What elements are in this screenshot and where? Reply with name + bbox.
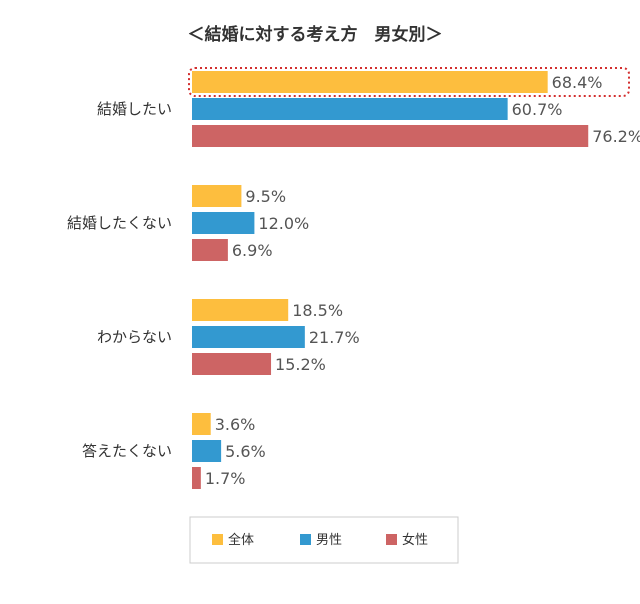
bar-male bbox=[192, 98, 508, 120]
legend-label: 男性 bbox=[316, 533, 342, 548]
value-label: 18.5% bbox=[292, 301, 343, 320]
category-label: 答えたくない bbox=[82, 442, 172, 460]
value-label: 1.7% bbox=[205, 469, 246, 488]
value-label: 6.9% bbox=[232, 241, 273, 260]
bar-female bbox=[192, 239, 228, 261]
value-label: 21.7% bbox=[309, 328, 360, 347]
bar-male bbox=[192, 212, 255, 234]
legend: 全体 男性 女性 bbox=[189, 516, 459, 564]
legend-label: 全体 bbox=[228, 532, 254, 548]
bar-female bbox=[192, 125, 589, 147]
bar-male bbox=[192, 440, 222, 462]
bar-male bbox=[192, 326, 305, 348]
value-label: 68.4% bbox=[552, 73, 603, 92]
chart-title: ＜結婚に対する考え方 男女別＞ bbox=[188, 24, 443, 45]
highlight-box bbox=[188, 67, 630, 97]
value-label: 12.0% bbox=[258, 214, 309, 233]
category-label: 結婚したくない bbox=[67, 214, 172, 232]
bars-layer: 結婚したい 68.4% 60.7% 76.2% 結婚したくない 9.5% 12.0% 6.9%… bbox=[67, 67, 640, 489]
value-label: 60.7% bbox=[512, 100, 563, 119]
bar-total bbox=[192, 299, 289, 321]
legend-swatch bbox=[212, 534, 223, 545]
bar-total bbox=[192, 413, 211, 435]
category-label: 結婚したい bbox=[97, 100, 172, 118]
value-label: 15.2% bbox=[275, 355, 326, 374]
legend-box bbox=[189, 516, 459, 564]
legend-label: 女性 bbox=[402, 532, 428, 548]
value-label: 9.5% bbox=[245, 187, 286, 206]
bar-female bbox=[192, 353, 272, 375]
value-label: 3.6% bbox=[215, 415, 256, 434]
bar-total bbox=[192, 71, 548, 93]
value-label: 5.6% bbox=[225, 442, 266, 461]
bar-female bbox=[192, 467, 201, 489]
value-label: 76.2% bbox=[592, 127, 640, 146]
category-label: わからない bbox=[97, 328, 172, 346]
legend-swatch bbox=[386, 534, 397, 545]
bar-total bbox=[192, 185, 242, 207]
legend-swatch bbox=[300, 534, 311, 545]
